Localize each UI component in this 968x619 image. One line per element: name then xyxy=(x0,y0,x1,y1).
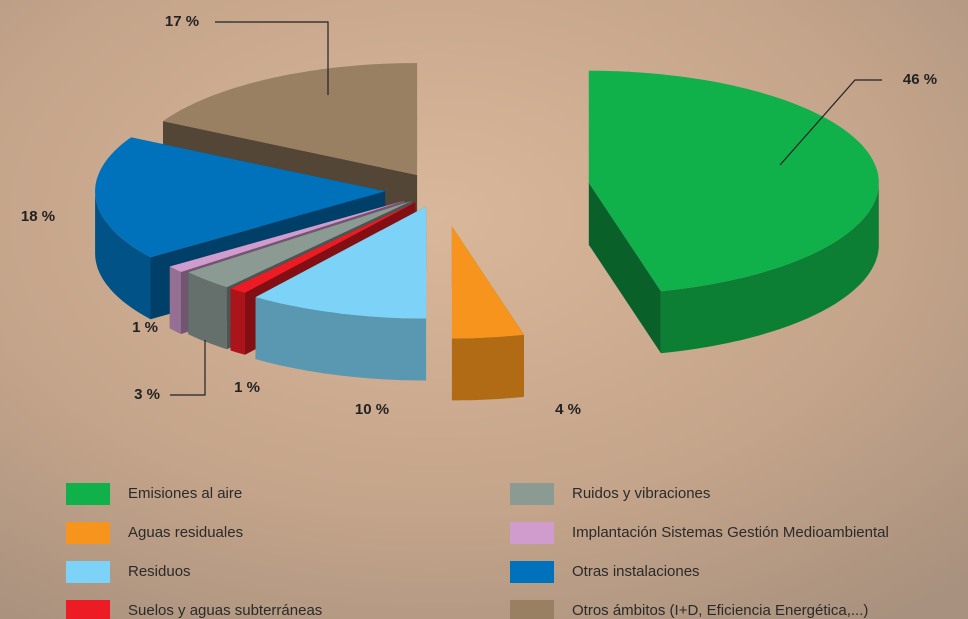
slice-wall xyxy=(452,335,524,401)
legend-swatch xyxy=(510,483,554,505)
value-label: 46 % xyxy=(903,71,937,88)
value-label: 18 % xyxy=(21,208,55,225)
legend-swatch xyxy=(66,600,110,619)
legend-swatch xyxy=(510,522,554,544)
value-label: 3 % xyxy=(134,386,160,403)
legend-label: Suelos y aguas subterráneas xyxy=(128,602,322,619)
value-label: 1 % xyxy=(132,319,158,336)
legend-swatch xyxy=(66,561,110,583)
legend-label: Otros ámbitos (I+D, Eficiencia Energétic… xyxy=(572,602,868,619)
value-label: 10 % xyxy=(355,401,389,418)
legend-label: Emisiones al aire xyxy=(128,485,242,502)
chart: 46 % 4 % 10 % 1 % 3 % 1 % 18 % 17 % Emisiones a… xyxy=(0,0,968,619)
legend-label: Ruidos y vibraciones xyxy=(572,485,710,502)
legend-label: Aguas residuales xyxy=(128,524,243,541)
legend-swatch xyxy=(510,600,554,619)
value-label: 17 % xyxy=(165,13,199,30)
legend-label: Implantación Sistemas Gestión Medioambie… xyxy=(572,524,889,541)
legend-swatch xyxy=(66,483,110,505)
slice-wall xyxy=(231,289,245,355)
legend-swatch xyxy=(66,522,110,544)
slice-wall xyxy=(170,267,181,335)
legend-label: Residuos xyxy=(128,563,191,580)
legend-swatch xyxy=(510,561,554,583)
value-label: 4 % xyxy=(555,401,581,418)
value-label: 1 % xyxy=(234,379,260,396)
legend-label: Otras instalaciones xyxy=(572,563,700,580)
